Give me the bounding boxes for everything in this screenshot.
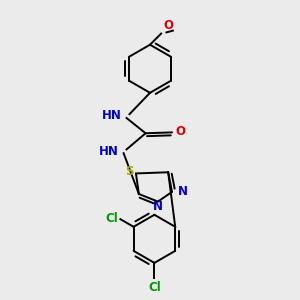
Text: O: O <box>163 20 173 32</box>
Text: HN: HN <box>99 145 119 158</box>
Text: Cl: Cl <box>148 281 161 294</box>
Text: O: O <box>175 125 185 138</box>
Text: S: S <box>125 165 134 178</box>
Text: N: N <box>153 200 163 213</box>
Text: HN: HN <box>102 109 122 122</box>
Text: N: N <box>178 185 188 198</box>
Text: Cl: Cl <box>105 212 118 225</box>
